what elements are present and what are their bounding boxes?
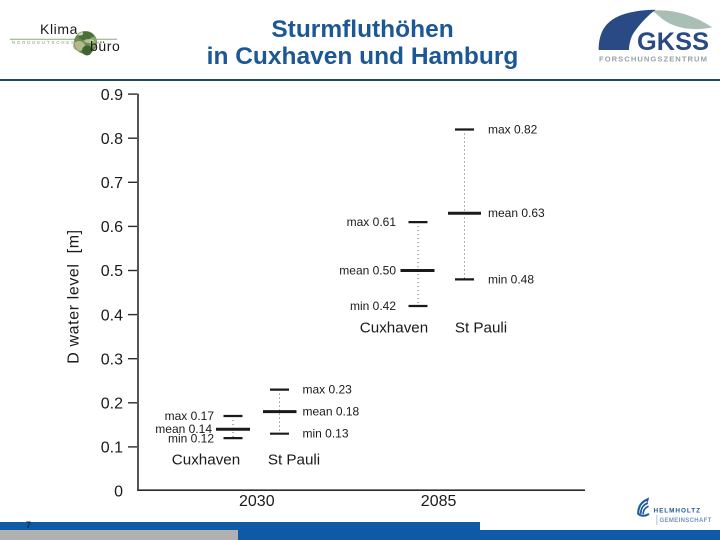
svg-text:0.7: 0.7 — [101, 175, 123, 192]
svg-text:GEMEINSCHAFT: GEMEINSCHAFT — [660, 518, 712, 524]
svg-text:mean 0.18: mean 0.18 — [303, 405, 360, 419]
svg-text:0.9: 0.9 — [101, 87, 123, 104]
svg-text:St Pauli: St Pauli — [455, 320, 507, 337]
svg-text:min 0.13: min 0.13 — [303, 427, 349, 441]
svg-text:0.2: 0.2 — [101, 396, 123, 413]
svg-text:Klima: Klima — [40, 21, 78, 37]
svg-text:Cuxhaven: Cuxhaven — [360, 320, 428, 337]
svg-text:0.4: 0.4 — [101, 307, 123, 324]
svg-text:NORDDEUTSCHES KLIMA: NORDDEUTSCHES KLIMA — [12, 40, 101, 45]
svg-text:FORSCHUNGSZENTRUM: FORSCHUNGSZENTRUM — [599, 55, 708, 64]
svg-text:max 0.17: max 0.17 — [165, 409, 215, 423]
svg-text:max 0.23: max 0.23 — [303, 383, 353, 397]
svg-text:0.3: 0.3 — [101, 351, 123, 368]
svg-text:Cuxhaven: Cuxhaven — [172, 452, 240, 469]
svg-text:mean 0.14: mean 0.14 — [155, 422, 212, 436]
svg-text:0.8: 0.8 — [101, 131, 123, 148]
svg-text:0: 0 — [114, 483, 123, 500]
svg-text:max 0.61: max 0.61 — [347, 215, 397, 229]
svg-text:St Pauli: St Pauli — [268, 452, 320, 469]
svg-text:0.5: 0.5 — [101, 263, 123, 280]
svg-text:2030: 2030 — [239, 493, 275, 510]
svg-text:2085: 2085 — [421, 493, 457, 510]
svg-text:min 0.42: min 0.42 — [350, 299, 396, 313]
svg-text:0.1: 0.1 — [101, 440, 123, 457]
svg-text:mean 0.50: mean 0.50 — [339, 264, 396, 278]
svg-text:D water level [m]: D water level [m] — [66, 229, 83, 363]
svg-text:mean 0.63: mean 0.63 — [488, 206, 545, 220]
svg-text:0.6: 0.6 — [101, 219, 123, 236]
svg-text:min 0.48: min 0.48 — [488, 272, 534, 286]
svg-text:GKSS: GKSS — [637, 28, 709, 56]
svg-text:max 0.82: max 0.82 — [488, 123, 538, 137]
svg-text:büro: büro — [90, 38, 120, 54]
svg-text:min 0.12: min 0.12 — [168, 432, 214, 446]
svg-text:HELMHOLTZ: HELMHOLTZ — [654, 508, 701, 515]
